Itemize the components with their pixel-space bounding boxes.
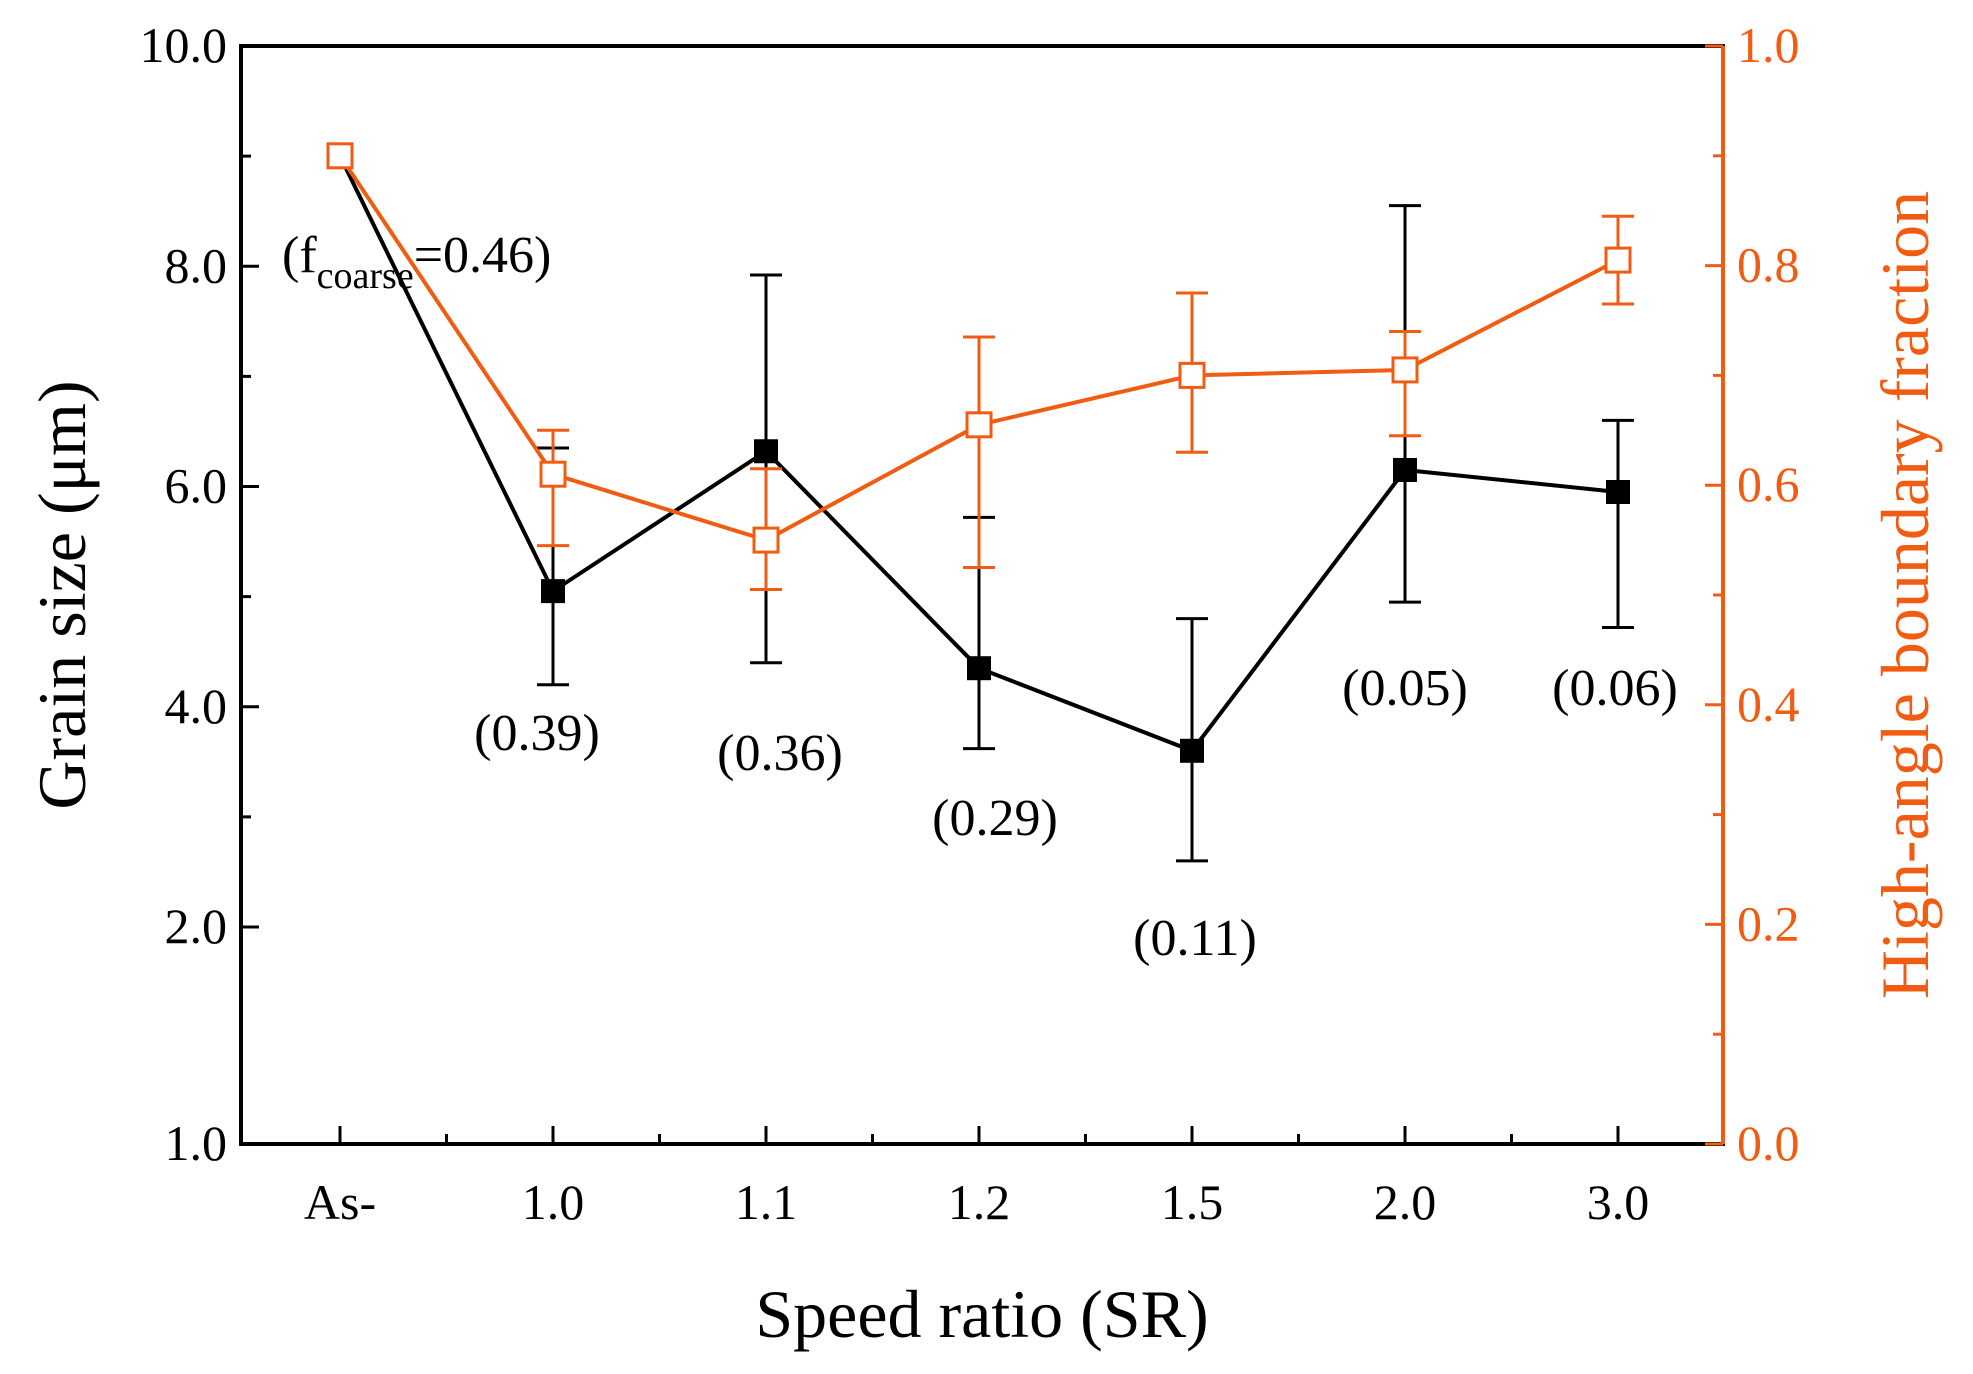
data-point — [754, 439, 778, 464]
data-point — [1180, 738, 1204, 763]
x-tick-label: 3.0 — [1587, 1174, 1650, 1230]
x-tick-label: 2.0 — [1374, 1174, 1437, 1230]
right-tick-label: 0.0 — [1737, 1115, 1800, 1171]
data-point — [541, 579, 565, 604]
data-label: (0.11) — [1133, 910, 1257, 967]
left-tick-label: 1.0 — [165, 1115, 228, 1171]
data-point — [1391, 356, 1419, 384]
data-label: (0.06) — [1552, 660, 1678, 717]
data-label: (0.29) — [932, 790, 1058, 847]
data-point — [752, 526, 780, 554]
data-label: (0.39) — [474, 705, 600, 762]
left-tick-label: 2.0 — [165, 898, 228, 954]
right-tick-label: 0.6 — [1737, 456, 1800, 512]
data-point — [1178, 361, 1206, 389]
y-axis-title-right: High-angle boundary fraction — [1867, 191, 1943, 999]
data-label: (fcoarse=0.46) — [282, 227, 551, 297]
axis-ticks: 1.0 2.0 4.0 6.0 8.0 10.0 0.0 0.2 0.4 0.6 0.8 1.0 As-… — [140, 17, 1800, 1230]
y-axis-title-left: Grain size (μm) — [24, 380, 100, 809]
x-tick-label: 1.0 — [522, 1174, 585, 1230]
x-tick-label: As- — [304, 1174, 376, 1230]
data-point — [1393, 457, 1417, 482]
data-point — [539, 460, 567, 488]
data-point — [1604, 246, 1632, 274]
annotations: (fcoarse=0.46) (0.39) (0.36) (0.29) (0.11) (0… — [282, 227, 1678, 967]
plot-frame — [239, 44, 1725, 1146]
right-tick-label: 0.2 — [1737, 895, 1800, 951]
x-tick-label: 1.2 — [948, 1174, 1011, 1230]
right-tick-label: 1.0 — [1737, 17, 1800, 73]
x-tick-label: 1.1 — [735, 1174, 798, 1230]
left-tick-label: 4.0 — [165, 678, 228, 734]
data-point — [1606, 480, 1630, 505]
right-tick-label: 0.8 — [1737, 237, 1800, 293]
data-label: (0.05) — [1342, 660, 1468, 717]
right-tick-label: 0.4 — [1737, 676, 1800, 732]
data-label: (0.36) — [717, 725, 843, 782]
left-tick-label: 8.0 — [165, 237, 228, 293]
data-point — [965, 411, 993, 439]
series-layer — [326, 142, 1634, 863]
x-tick-label: 1.5 — [1161, 1174, 1224, 1230]
left-tick-label: 6.0 — [165, 458, 228, 514]
data-point — [967, 656, 991, 681]
left-tick-label: 10.0 — [140, 17, 228, 73]
data-point — [326, 142, 354, 170]
x-axis-title: Speed ratio (SR) — [755, 1276, 1208, 1352]
